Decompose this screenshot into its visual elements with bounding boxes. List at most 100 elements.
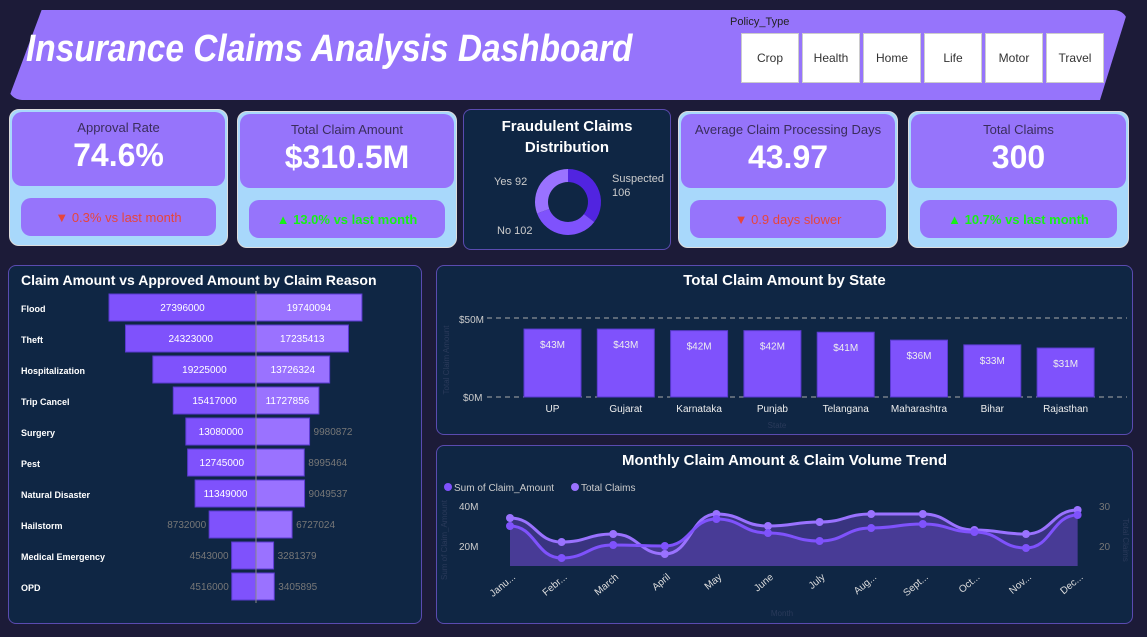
- approved-amount-bar: [255, 479, 306, 508]
- amount-point: [1022, 544, 1030, 552]
- claims-point: [867, 510, 876, 518]
- bar-data-label: $43M: [540, 340, 565, 351]
- kpi-value: 74.6%: [73, 137, 164, 173]
- policy-type-slicer: Crop Health Home Life Motor Travel: [741, 33, 1104, 83]
- category-label: Surgery: [21, 428, 55, 438]
- category-label: OPD: [21, 583, 41, 593]
- kpi-delta: ▼ 0.3% vs last month: [21, 198, 216, 236]
- donut-slice-no: [537, 208, 595, 235]
- slicer-option-home[interactable]: Home: [863, 33, 921, 83]
- donut-label-suspected: Suspected: [612, 173, 664, 185]
- amount-point: [918, 520, 927, 528]
- claim-amount-label: 13080000: [199, 427, 244, 438]
- state-label: Telangana: [823, 404, 870, 415]
- kpi-approval-rate: Approval Rate 74.6% ▼ 0.3% vs last month: [9, 109, 228, 246]
- approved-amount-label: 13726324: [271, 365, 316, 376]
- slicer-option-motor[interactable]: Motor: [985, 33, 1043, 83]
- claim-amount-bar: [172, 386, 257, 415]
- state-label: Gujarat: [609, 404, 642, 415]
- y-tick-20m: 20M: [459, 542, 478, 553]
- bar-data-label: $42M: [687, 342, 712, 353]
- kpi-label: Approval Rate: [77, 120, 160, 135]
- month-label: July: [807, 572, 828, 592]
- claim-reason-panel: Claim Amount vs Approved Amount by Claim…: [8, 265, 422, 624]
- monthly-line-chart: Sum of Claim_Amount Total Claims 40M 20M…: [440, 483, 1130, 618]
- claims-point: [815, 518, 824, 526]
- claim-amount-label: 4543000: [190, 551, 229, 562]
- claim-amount-bar: [231, 541, 257, 570]
- month-label: Sept...: [902, 572, 931, 599]
- month-label: Dec...: [1058, 572, 1085, 597]
- approved-amount-label: 11727856: [266, 396, 310, 407]
- state-bar: [963, 344, 1022, 398]
- category-label: Theft: [21, 335, 43, 345]
- claim-amount-label: 15417000: [192, 396, 237, 407]
- y-axis-title: Total Claim Amount: [442, 325, 451, 395]
- donut-label-no: No 102: [497, 225, 532, 237]
- slicer-option-travel[interactable]: Travel: [1046, 33, 1104, 83]
- slicer-label: Policy_Type: [730, 16, 790, 28]
- claim-amount-bar: [152, 355, 257, 384]
- claim-amount-bar: [208, 510, 257, 539]
- claim-amount-bar: [231, 572, 257, 601]
- approved-amount-bar: [255, 448, 305, 477]
- slicer-option-life[interactable]: Life: [924, 33, 982, 83]
- month-label: Febr...: [541, 572, 570, 599]
- month-label: April: [650, 572, 672, 593]
- claims-point: [557, 538, 566, 546]
- legend-amount[interactable]: Sum of Claim_Amount: [454, 483, 554, 494]
- kpi-label: Total Claims: [983, 122, 1054, 137]
- claim-amount-bar: [185, 417, 257, 446]
- kpi-value: 300: [991, 139, 1046, 175]
- legend-claims[interactable]: Total Claims: [581, 483, 635, 494]
- state-bar: [1036, 347, 1095, 398]
- x-axis-title: Month: [771, 609, 793, 618]
- kpi-avg-processing-days: Average Claim Processing Days 43.97 ▼ 0.9…: [678, 111, 898, 248]
- state-chart-title: Total Claim Amount by State: [683, 272, 886, 289]
- kpi-delta: ▲ 10.7% vs last month: [920, 200, 1117, 238]
- amount-point: [970, 528, 979, 536]
- y-right-tick-20: 20: [1099, 542, 1111, 553]
- state-bar: [523, 328, 582, 398]
- kpi-label: Average Claim Processing Days: [694, 122, 882, 137]
- kpi-delta: ▲ 13.0% vs last month: [249, 200, 445, 238]
- donut-slice-suspected: [568, 169, 601, 222]
- y-right-axis-title: Total Claims: [1121, 518, 1130, 562]
- approved-amount-bar: [255, 541, 275, 570]
- claims-point: [506, 514, 514, 522]
- slicer-option-health[interactable]: Health: [802, 33, 860, 83]
- claim-amount-label: 19225000: [182, 365, 227, 376]
- claim-amount-label: 4516000: [190, 582, 229, 593]
- bar-data-label: $36M: [906, 351, 931, 362]
- state-bar: [890, 339, 948, 398]
- slicer-option-crop[interactable]: Crop: [741, 33, 799, 83]
- y-right-tick-30: 30: [1099, 502, 1111, 513]
- state-label: Rajasthan: [1043, 404, 1088, 415]
- claims-point: [764, 522, 772, 530]
- bar-data-label: $33M: [980, 356, 1005, 367]
- y-tick-0m: $0M: [463, 393, 482, 404]
- state-panel: Total Claim Amount by State $50M $0M Sta…: [436, 265, 1133, 435]
- claim-amount-label: 12745000: [200, 458, 245, 469]
- approved-amount-label: 9049537: [309, 489, 348, 500]
- kpi-value: 43.97: [747, 139, 829, 175]
- category-label: Flood: [21, 304, 46, 314]
- donut-label-yes: Yes 92: [494, 176, 527, 188]
- claims-point: [1022, 530, 1030, 538]
- amount-point: [764, 529, 772, 537]
- y-tick-40m: 40M: [459, 502, 478, 513]
- month-label: June: [752, 572, 776, 595]
- state-bar: [743, 330, 802, 398]
- claim-amount-bar: [108, 293, 257, 322]
- approved-amount-bar: [255, 417, 311, 446]
- approved-amount-bar: [255, 324, 349, 353]
- category-label: Trip Cancel: [21, 397, 70, 407]
- state-bar-chart: $50M $0M State Total Claim Amount $43M UP…: [442, 315, 1127, 430]
- legend-marker-claims: [571, 483, 579, 491]
- state-label: Maharashtra: [891, 404, 948, 415]
- fraud-chart-title: Fraudulent Claims Distribution: [501, 118, 633, 156]
- approved-amount-label: 19740094: [287, 303, 332, 314]
- category-label: Hospitalization: [21, 366, 85, 376]
- bar-data-label: $43M: [613, 340, 638, 351]
- approved-amount-bar: [255, 293, 363, 322]
